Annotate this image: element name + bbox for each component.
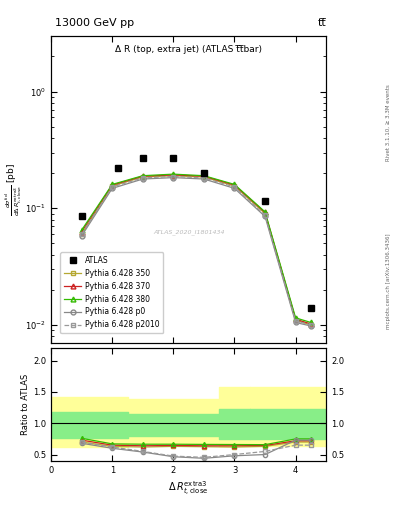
Text: tt̅: tt̅ — [318, 18, 326, 28]
Y-axis label: $\frac{d\sigma^{\rm fid}}{d\Delta\,R^{\rm extra3}_{t,\rm close}}$ [pb]: $\frac{d\sigma^{\rm fid}}{d\Delta\,R^{\r… — [3, 163, 23, 216]
Text: 13000 GeV pp: 13000 GeV pp — [55, 18, 134, 28]
Text: ATLAS_2020_I1801434: ATLAS_2020_I1801434 — [153, 229, 224, 236]
Text: Rivet 3.1.10, ≥ 3.3M events: Rivet 3.1.10, ≥ 3.3M events — [386, 84, 391, 161]
Text: Δ R (top, extra jet) (ATLAS t̅t̅bar): Δ R (top, extra jet) (ATLAS t̅t̅bar) — [115, 45, 262, 54]
Y-axis label: Ratio to ATLAS: Ratio to ATLAS — [21, 374, 30, 435]
Text: mcplots.cern.ch [arXiv:1306.3436]: mcplots.cern.ch [arXiv:1306.3436] — [386, 234, 391, 329]
X-axis label: $\Delta\,R^{\rm extra3}_{t,\rm close}$: $\Delta\,R^{\rm extra3}_{t,\rm close}$ — [169, 480, 209, 498]
Legend: ATLAS, Pythia 6.428 350, Pythia 6.428 370, Pythia 6.428 380, Pythia 6.428 p0, Py: ATLAS, Pythia 6.428 350, Pythia 6.428 37… — [61, 252, 163, 333]
